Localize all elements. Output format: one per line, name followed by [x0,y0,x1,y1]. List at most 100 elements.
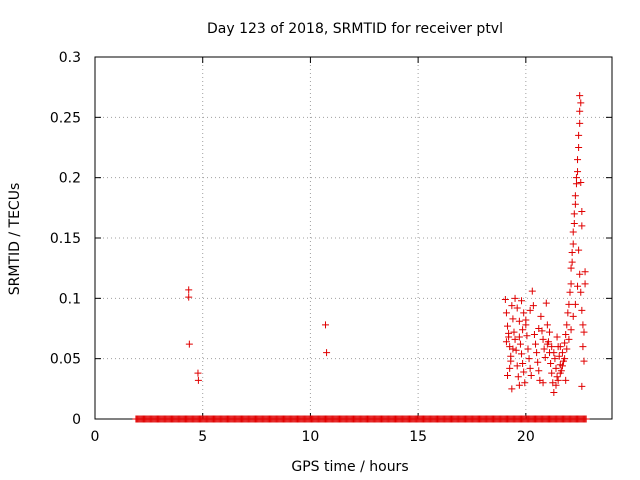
y-tick-label: 0.2 [59,171,81,187]
data-point [569,312,577,320]
data-point [513,362,521,370]
data-point [527,372,535,380]
y-tick-label: 0 [72,412,81,428]
data-point [525,355,533,363]
data-point [518,297,526,305]
data-point [563,321,571,329]
y-tick-label: 0.3 [59,50,81,66]
data-point [574,168,582,176]
data-point [529,302,537,310]
data-point [524,345,532,353]
data-point [537,312,545,320]
data-point [519,326,527,334]
data-point [540,345,548,353]
data-point [576,119,584,127]
data-point [566,288,574,296]
data-point [539,379,547,387]
data-point [502,309,510,317]
data-point [507,357,515,365]
data-point [552,364,560,372]
data-point [580,328,588,336]
x-tick-label: 20 [517,429,535,445]
data-point [535,325,543,332]
data-point [543,321,551,329]
data-point [561,355,569,363]
data-point [567,264,575,272]
data-point [577,288,585,296]
data-point [504,372,512,380]
data-point [546,328,554,336]
data-point [528,287,536,295]
data-point [572,180,580,188]
y-tick-label: 0.25 [50,110,81,126]
data-point [556,343,564,351]
data-point [510,328,518,336]
data-point [514,373,522,381]
data-point [513,304,521,312]
data-point [548,369,556,377]
data-point [511,294,519,302]
data-point [567,280,575,288]
data-point [564,309,572,317]
data-point [578,306,586,314]
data-point [508,385,516,393]
data-point [579,343,587,351]
data-point [555,352,563,360]
data-point [550,349,558,357]
data-point [568,248,576,256]
data-point [539,335,547,343]
data-point [569,228,577,236]
data-point [552,381,560,389]
data-point [548,343,556,351]
y-tick-label: 0.05 [50,352,81,368]
data-point [577,99,585,107]
data-point [575,131,583,139]
data-point [562,331,570,339]
data-point [570,210,578,218]
data-point [185,286,193,294]
data-point [570,220,578,228]
x-tick-label: 10 [302,429,320,445]
data-point [511,335,519,343]
data-point [565,335,573,343]
data-point [562,376,570,384]
data-point [508,302,516,310]
data-point [512,346,520,354]
data-point [515,381,523,389]
x-tick-label: 5 [198,429,207,445]
data-point [550,388,558,396]
data-point [567,326,575,334]
data-point [532,340,540,348]
data-point [558,362,566,370]
data-point [321,321,329,329]
data-point [542,299,550,307]
data-point [565,300,573,308]
data-point [568,258,576,266]
data-point [501,296,509,304]
data-point [547,359,555,367]
data-point [575,144,583,151]
data-point [505,329,513,337]
data-point [572,174,580,182]
data-point [509,345,517,353]
data-point [574,156,582,164]
data-point [577,178,585,186]
data-point [530,331,538,339]
data-point [185,293,193,301]
data-point [535,367,543,375]
data-point [554,376,562,384]
data-point [553,373,561,381]
data-point [543,340,551,348]
data-point [506,364,514,372]
data-point [571,192,579,200]
chart-title: Day 123 of 2018, SRMTID for receiver ptv… [207,21,503,37]
data-point [509,315,517,323]
data-point [534,358,542,366]
data-point [556,369,564,377]
data-point [185,340,193,348]
data-point [580,357,588,365]
y-tick-label: 0.15 [50,231,81,247]
data-point [515,317,523,325]
data-point [194,369,202,377]
